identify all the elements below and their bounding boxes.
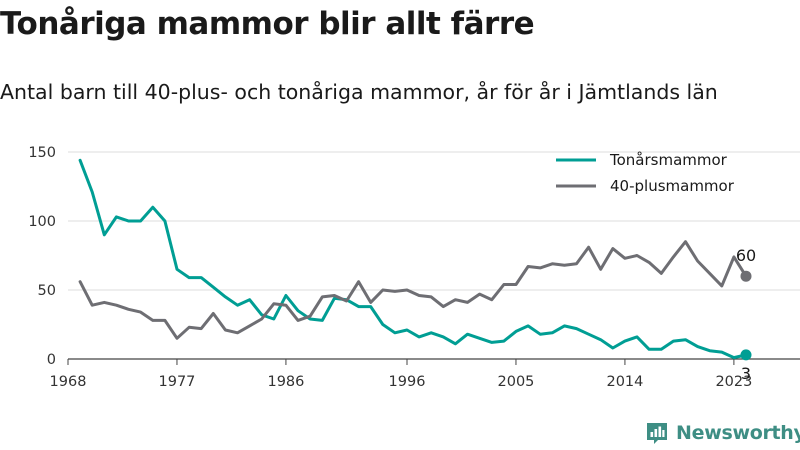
- y-tick-label: 100: [28, 214, 56, 230]
- x-tick-label: 2023: [715, 374, 752, 390]
- teen-mothers-line: [78, 158, 748, 360]
- teen-mothers-end-marker: [740, 349, 752, 361]
- teen-mothers-end-label: 3: [741, 364, 751, 383]
- brand-name: Newsworthy: [676, 422, 800, 444]
- y-tick-label: 150: [28, 145, 56, 161]
- x-tick-label: 1977: [159, 374, 196, 390]
- legend-label-teen-mothers: Tonårsmammor: [609, 151, 728, 169]
- x-tick-label: 1986: [267, 374, 304, 390]
- over-40-mothers-line: [78, 240, 748, 340]
- over-40-mothers-end-label: 60: [736, 246, 756, 265]
- x-tick-label: 2005: [498, 374, 535, 390]
- over-40-mothers-end-marker: [740, 270, 752, 282]
- chart-title: Tonåriga mammor blir allt färre: [0, 6, 535, 42]
- x-tick-label: 2014: [606, 374, 643, 390]
- x-tick-label: 1968: [50, 374, 87, 390]
- legend-label-over-40-mothers: 40-plusmammor: [610, 177, 735, 195]
- x-tick-label: 1996: [389, 374, 426, 390]
- y-tick-label: 0: [47, 352, 56, 368]
- y-tick-label: 50: [38, 283, 56, 299]
- bar-chart-logo-icon: [647, 423, 667, 444]
- chart-subtitle: Antal barn till 40-plus- och tonåriga ma…: [0, 80, 718, 104]
- newsworthy-brand: Newsworthy: [645, 421, 800, 445]
